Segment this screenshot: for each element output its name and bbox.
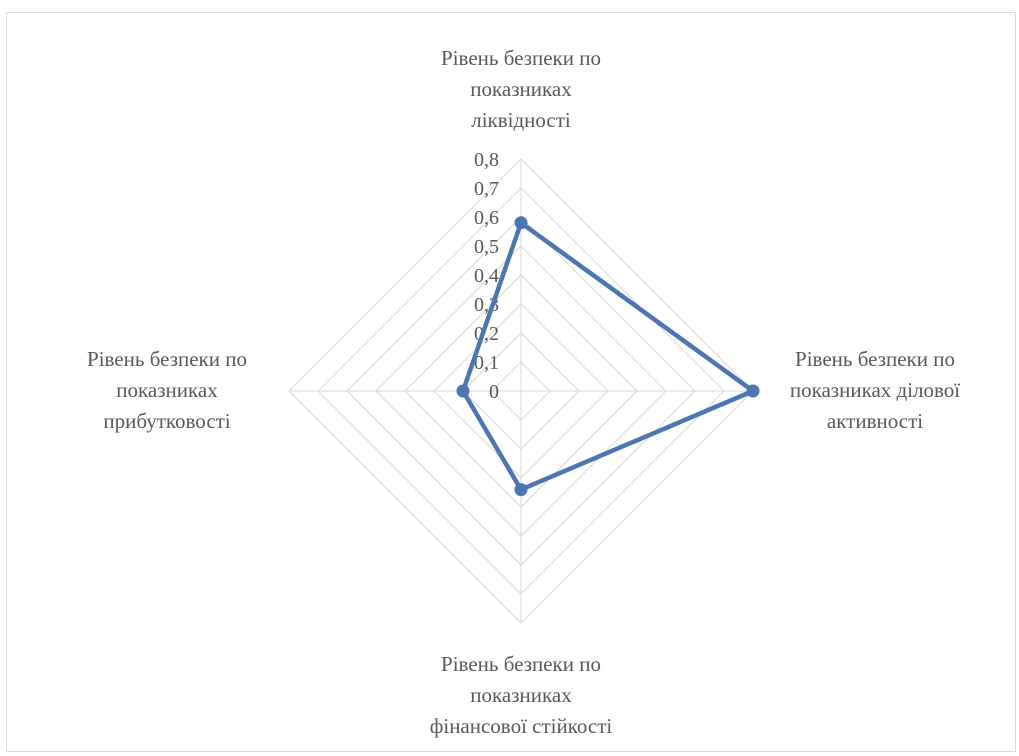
category-label: Рівень безпеки по показниках ділової актив… xyxy=(790,347,960,433)
series-layer xyxy=(456,216,760,497)
category-label: Рівень безпеки по показниках прибутковості xyxy=(87,347,247,433)
tick-label: 0 xyxy=(489,381,499,403)
tick-labels: 00,10,20,30,40,50,60,70,8 xyxy=(474,149,499,403)
category-labels: Рівень безпеки по показниках ліквідності Рі… xyxy=(87,46,960,738)
tick-label: 0,1 xyxy=(474,352,499,374)
tick-label: 0,6 xyxy=(474,207,499,229)
data-point xyxy=(456,384,470,398)
tick-label: 0,4 xyxy=(474,265,499,287)
radar-chart: 00,10,20,30,40,50,60,70,8 Рівень безпеки… xyxy=(87,46,960,738)
data-point xyxy=(514,216,528,230)
category-label: Рівень безпеки по показниках ліквідності xyxy=(441,46,601,132)
tick-label: 0,5 xyxy=(474,236,499,258)
data-point xyxy=(746,384,760,398)
category-label: Рівень безпеки по показниках фінансової ст… xyxy=(430,652,613,738)
data-point xyxy=(514,483,528,497)
tick-label: 0,7 xyxy=(474,178,499,200)
tick-label: 0,8 xyxy=(474,149,499,171)
chart-frame: 0 0,1 0,2 0,3 0,4 0,5 0,6 0,7 0,8 Рівень безпеки… xyxy=(6,12,1016,752)
